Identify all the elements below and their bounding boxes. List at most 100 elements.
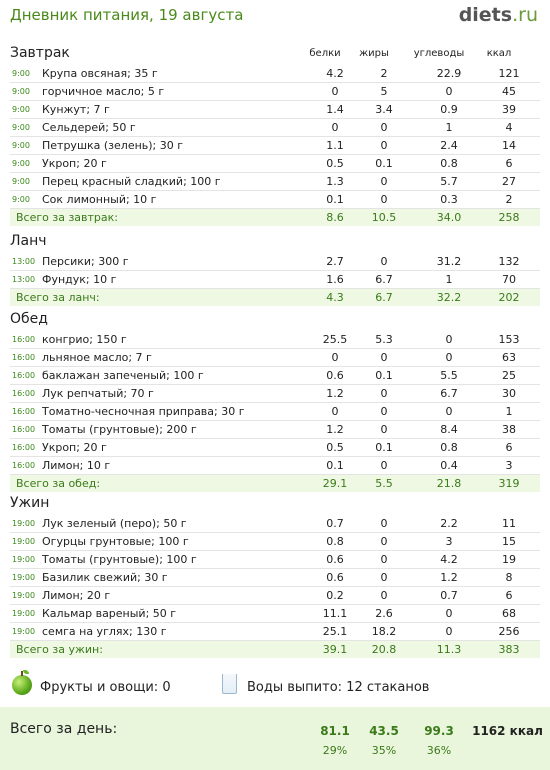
food-row[interactable]: 19:00 Базилик свежий; 30 г 0.6 0 1.2 8 xyxy=(10,569,540,587)
total-kcal: 383 xyxy=(498,643,520,656)
food-row[interactable]: 19:00 семга на углях; 130 г 25.1 18.2 0 256 xyxy=(10,623,540,641)
carbs-value: 0 xyxy=(445,405,453,418)
glass-icon xyxy=(222,674,237,694)
kcal-value: 11 xyxy=(502,517,516,530)
fat-value: 0 xyxy=(380,405,388,418)
protein-value: 0.8 xyxy=(326,535,344,548)
meal-time: 9:00 xyxy=(12,69,30,78)
kcal-value: 15 xyxy=(502,535,516,548)
food-row[interactable]: 13:00 Персики; 300 г 2.7 0 31.2 132 xyxy=(10,253,540,271)
protein-value: 0 xyxy=(331,351,339,364)
protein-value: 1.2 xyxy=(326,387,344,400)
total-protein: 29.1 xyxy=(322,477,348,490)
meal-time: 9:00 xyxy=(12,177,30,186)
food-row[interactable]: 16:00 конгрио; 150 г 25.5 5.3 0 153 xyxy=(10,331,540,349)
meal-time: 9:00 xyxy=(12,123,30,132)
food-row[interactable]: 16:00 баклажан запеченый; 100 г 0.6 0.1 5.5 2… xyxy=(10,367,540,385)
protein-value: 0.7 xyxy=(326,517,344,530)
food-row[interactable]: 9:00 Укроп; 20 г 0.5 0.1 0.8 6 xyxy=(10,155,540,173)
meal-time: 16:00 xyxy=(12,353,36,362)
total-carbs: 32.2 xyxy=(436,291,462,304)
logo-tld: .ru xyxy=(512,4,538,26)
carbs-value: 6.7 xyxy=(440,387,458,400)
food-row[interactable]: 16:00 Лимон; 10 г 0.1 0 0.4 3 xyxy=(10,457,540,475)
food-row[interactable]: 9:00 Перец красный сладкий; 100 г 1.3 0 5.7 2… xyxy=(10,173,540,191)
kcal-value: 25 xyxy=(502,369,516,382)
food-row[interactable]: 16:00 Лук репчатый; 70 г 1.2 0 6.7 30 xyxy=(10,385,540,403)
carbs-value: 0.9 xyxy=(440,103,458,116)
food-row[interactable]: 9:00 Кунжут; 7 г 1.4 3.4 0.9 39 xyxy=(10,101,540,119)
meal-time: 19:00 xyxy=(12,537,36,546)
food-row[interactable]: 16:00 Укроп; 20 г 0.5 0.1 0.8 6 xyxy=(10,439,540,457)
fat-value: 0.1 xyxy=(375,441,393,454)
food-name: Кальмар вареный; 50 г xyxy=(42,607,177,620)
fat-value: 0.1 xyxy=(375,369,393,382)
kcal-value: 19 xyxy=(502,553,516,566)
carbs-value: 31.2 xyxy=(436,255,462,268)
kcal-value: 14 xyxy=(502,139,516,152)
total-fat: 10.5 xyxy=(371,211,397,224)
protein-value: 2.7 xyxy=(326,255,344,268)
fat-value: 3.4 xyxy=(375,103,393,116)
protein-value: 0.5 xyxy=(326,441,344,454)
food-row[interactable]: 16:00 Томаты (грунтовые); 200 г 1.2 0 8.4 38 xyxy=(10,421,540,439)
kcal-value: 4 xyxy=(505,121,513,134)
site-logo[interactable]: diets.ru xyxy=(459,4,538,26)
kcal-value: 38 xyxy=(502,423,516,436)
meal-time: 19:00 xyxy=(12,627,36,636)
meal-time: 9:00 xyxy=(12,159,30,168)
carbs-value: 1 xyxy=(445,273,453,286)
food-name: Лимон; 10 г xyxy=(42,459,111,472)
total-protein: 4.3 xyxy=(326,291,344,304)
carbs-value: 5.5 xyxy=(440,369,458,382)
food-row[interactable]: 19:00 Лимон; 20 г 0.2 0 0.7 6 xyxy=(10,587,540,605)
total-carbs: 11.3 xyxy=(436,643,462,656)
total-fat: 5.5 xyxy=(375,477,393,490)
food-row[interactable]: 16:00 Томатно-чесночная приправа; 30 г 0 0 0… xyxy=(10,403,540,421)
day-total-label: Всего за день: xyxy=(10,721,118,737)
fat-value: 0 xyxy=(380,459,388,472)
protein-value: 1.2 xyxy=(326,423,344,436)
kcal-value: 70 xyxy=(502,273,516,286)
food-row[interactable]: 19:00 Огурцы грунтовые; 100 г 0.8 0 3 15 xyxy=(10,533,540,551)
protein-value: 0 xyxy=(331,121,339,134)
protein-value: 0 xyxy=(331,405,339,418)
carbs-value: 0.4 xyxy=(440,459,458,472)
food-row[interactable]: 19:00 Томаты (грунтовые); 100 г 0.6 0 4.2 19 xyxy=(10,551,540,569)
apple-icon xyxy=(12,670,32,695)
fat-value: 6.7 xyxy=(375,273,393,286)
carbs-value: 5.7 xyxy=(440,175,458,188)
day-total-carbs: 99.3 xyxy=(424,724,454,738)
food-name: Фундук; 10 г xyxy=(42,273,117,286)
meal-total-label: Всего за обед: xyxy=(16,477,101,490)
meal-time: 16:00 xyxy=(12,407,36,416)
food-name: Сок лимонный; 10 г xyxy=(42,193,157,206)
water-count: Воды выпито: 12 стаканов xyxy=(247,680,430,695)
food-name: Томаты (грунтовые); 100 г xyxy=(42,553,197,566)
food-row[interactable]: 19:00 Лук зеленый (перо); 50 г 0.7 0 2.2 11 xyxy=(10,515,540,533)
food-row[interactable]: 9:00 Сельдерей; 50 г 0 0 1 4 xyxy=(10,119,540,137)
meal-total-row: Всего за ланч: 4.3 6.7 32.2 202 xyxy=(10,289,540,306)
page-title: Дневник питания, 19 августа xyxy=(10,6,244,24)
meal-time: 16:00 xyxy=(12,461,36,470)
food-row[interactable]: 19:00 Кальмар вареный; 50 г 11.1 2.6 0 68 xyxy=(10,605,540,623)
food-row[interactable]: 9:00 Петрушка (зелень); 30 г 1.1 0 2.4 14 xyxy=(10,137,540,155)
kcal-value: 39 xyxy=(502,103,516,116)
col-carbs-header: углеводы xyxy=(413,48,465,59)
food-row[interactable]: 9:00 Сок лимонный; 10 г 0.1 0 0.3 2 xyxy=(10,191,540,209)
food-row[interactable]: 9:00 горчичное масло; 5 г 0 5 0 45 xyxy=(10,83,540,101)
food-row[interactable]: 16:00 льняное масло; 7 г 0 0 0 63 xyxy=(10,349,540,367)
kcal-value: 6 xyxy=(505,589,513,602)
kcal-value: 153 xyxy=(498,333,520,346)
total-kcal: 202 xyxy=(498,291,520,304)
food-row[interactable]: 13:00 Фундук; 10 г 1.6 6.7 1 70 xyxy=(10,271,540,289)
day-total-kcal: 1162 ккал xyxy=(472,724,543,738)
food-row[interactable]: 9:00 Крупа овсяная; 35 г 4.2 2 22.9 121 xyxy=(10,65,540,83)
total-fat: 20.8 xyxy=(371,643,397,656)
fat-value: 5 xyxy=(380,85,388,98)
protein-value: 11.1 xyxy=(322,607,348,620)
fat-value: 5.3 xyxy=(375,333,393,346)
fat-value: 2 xyxy=(380,67,388,80)
meal-time: 13:00 xyxy=(12,257,36,266)
day-fat-pct: 35% xyxy=(371,744,397,757)
